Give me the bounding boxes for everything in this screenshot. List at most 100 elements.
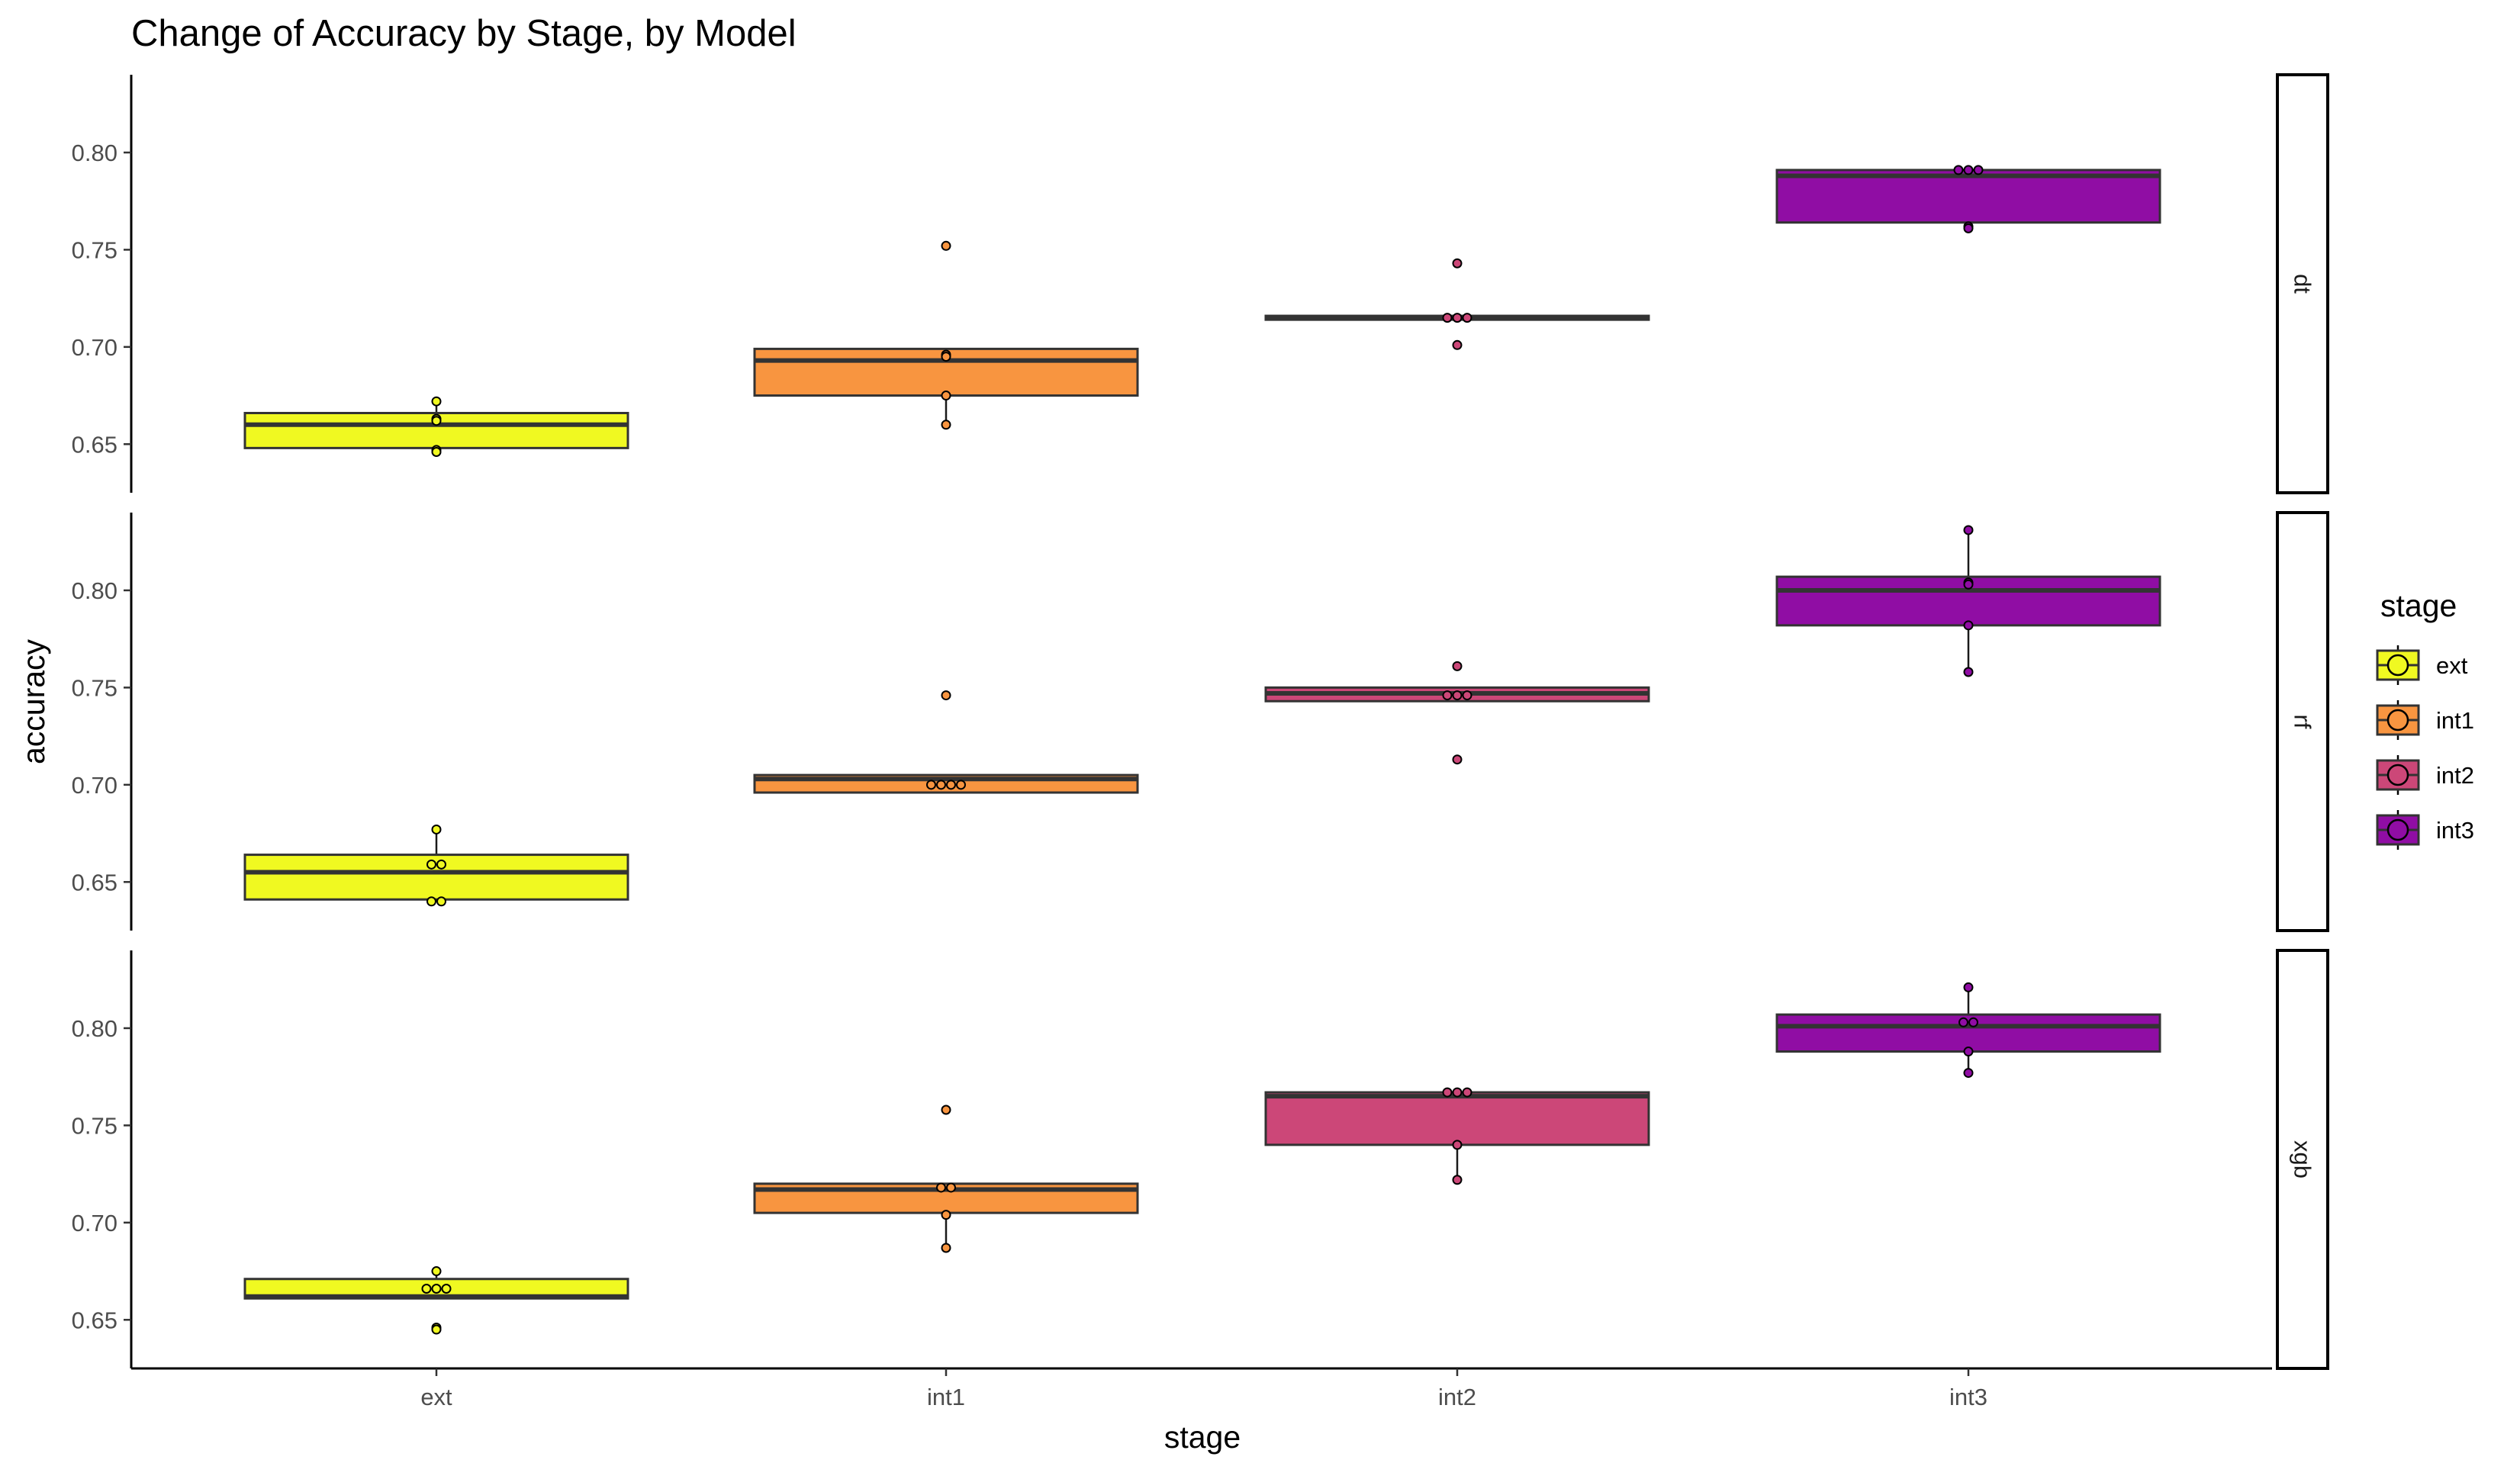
box-int3 xyxy=(1775,525,2161,677)
legend: stage ext int1 int2 int3 xyxy=(2376,588,2474,850)
box-int2 xyxy=(1264,661,1650,765)
box-int1 xyxy=(753,240,1139,430)
data-point xyxy=(1462,1087,1472,1098)
data-point xyxy=(1442,313,1453,323)
data-point xyxy=(1963,1068,1974,1079)
data-point xyxy=(1442,690,1453,701)
y-tick-label: 0.65 xyxy=(72,869,117,895)
data-point xyxy=(1968,1017,1978,1027)
legend-key-point xyxy=(2386,709,2409,732)
data-point xyxy=(431,446,442,457)
data-point xyxy=(936,1182,946,1193)
data-point xyxy=(1963,667,1974,677)
legend-item-int2: int2 xyxy=(2376,755,2474,795)
data-point xyxy=(431,824,442,834)
data-point xyxy=(946,780,956,790)
facet-panel-dt: 0.65 0.70 0.75 0.80 dt xyxy=(72,73,2329,494)
data-point xyxy=(1963,165,1974,175)
data-point xyxy=(1452,661,1463,671)
box-int1 xyxy=(753,1104,1139,1253)
chart-title: Change of Accuracy by Stage, by Model xyxy=(131,13,797,54)
legend-label: int2 xyxy=(2436,762,2474,789)
data-point xyxy=(431,1283,442,1294)
facet-panel-rf: 0.65 0.70 0.75 0.80 rf xyxy=(72,511,2329,932)
data-point xyxy=(1963,620,1974,631)
y-tick-label: 0.65 xyxy=(72,1307,117,1333)
legend-label: int1 xyxy=(2436,707,2474,734)
data-point xyxy=(1452,1087,1463,1098)
data-point xyxy=(941,420,951,430)
box-ext xyxy=(243,396,629,457)
data-point xyxy=(941,690,951,701)
legend-key-point xyxy=(2386,764,2409,786)
box-int3 xyxy=(1775,165,2161,233)
data-point xyxy=(426,896,436,907)
y-axis-title: accuracy xyxy=(16,638,51,764)
legend-item-int3: int3 xyxy=(2376,810,2474,850)
data-point xyxy=(936,780,946,790)
data-point xyxy=(941,1210,951,1220)
data-point xyxy=(1963,223,1974,233)
legend-key-point xyxy=(2386,654,2409,677)
facet-strip xyxy=(2276,73,2329,494)
data-point xyxy=(426,859,436,870)
data-point xyxy=(1958,1017,1968,1027)
x-axis: ext int1 int2 int3 xyxy=(131,1367,2272,1410)
data-point xyxy=(941,391,951,401)
y-tick-label: 0.75 xyxy=(72,674,117,701)
legend-title: stage xyxy=(2380,588,2457,623)
data-point xyxy=(941,352,951,362)
facet-panel-xgb: 0.65 0.70 0.75 0.80 xgb xyxy=(72,949,2329,1370)
box-int2 xyxy=(1264,1087,1650,1185)
box-body xyxy=(1264,1091,1650,1146)
box-int3 xyxy=(1775,982,2161,1079)
x-tick-label: int1 xyxy=(927,1384,965,1410)
legend-item-ext: ext xyxy=(2376,645,2468,685)
data-point xyxy=(436,859,446,870)
box-ext xyxy=(243,1266,629,1335)
box-int1 xyxy=(753,690,1139,794)
data-point xyxy=(1452,1175,1463,1185)
y-tick-label: 0.70 xyxy=(72,334,117,361)
data-point xyxy=(941,1243,951,1253)
facet-strip xyxy=(2276,511,2329,932)
facet-strip-label: xgb xyxy=(2290,1140,2316,1178)
data-point xyxy=(1963,982,1974,992)
data-point xyxy=(1442,1087,1453,1098)
x-axis-title: stage xyxy=(1164,1420,1241,1455)
x-tick-label: ext xyxy=(420,1384,452,1410)
y-tick-label: 0.80 xyxy=(72,577,117,604)
data-point xyxy=(1953,165,1964,175)
data-point xyxy=(1452,339,1463,350)
data-point xyxy=(431,1324,442,1335)
y-tick-label: 0.75 xyxy=(72,1112,117,1139)
x-tick-label: int3 xyxy=(1949,1384,1987,1410)
y-tick-label: 0.70 xyxy=(72,1210,117,1236)
x-tick-label: int2 xyxy=(1438,1384,1476,1410)
facet-strip-label: dt xyxy=(2290,274,2316,294)
data-point xyxy=(1452,754,1463,765)
facet-panels: 0.650.700.750.80dt0.650.700.750.80rf0.65… xyxy=(72,73,2329,1370)
data-point xyxy=(1963,1047,1974,1057)
legend-key-point xyxy=(2386,818,2409,841)
data-point xyxy=(431,416,442,426)
y-tick-label: 0.80 xyxy=(72,1015,117,1042)
data-point xyxy=(956,780,966,790)
data-point xyxy=(1452,258,1463,268)
box-ext xyxy=(243,824,629,907)
box-body xyxy=(1775,1013,2161,1053)
data-point xyxy=(421,1283,432,1294)
data-point xyxy=(1973,165,1984,175)
data-point xyxy=(1963,579,1974,590)
data-point xyxy=(926,780,936,790)
facet-strip xyxy=(2276,949,2329,1370)
data-point xyxy=(431,396,442,407)
data-point xyxy=(1452,313,1463,323)
data-point xyxy=(941,1104,951,1115)
data-point xyxy=(431,1266,442,1277)
box-body xyxy=(243,854,629,901)
data-point xyxy=(1462,690,1472,701)
box-int2 xyxy=(1264,258,1650,350)
legend-label: int3 xyxy=(2436,817,2474,844)
